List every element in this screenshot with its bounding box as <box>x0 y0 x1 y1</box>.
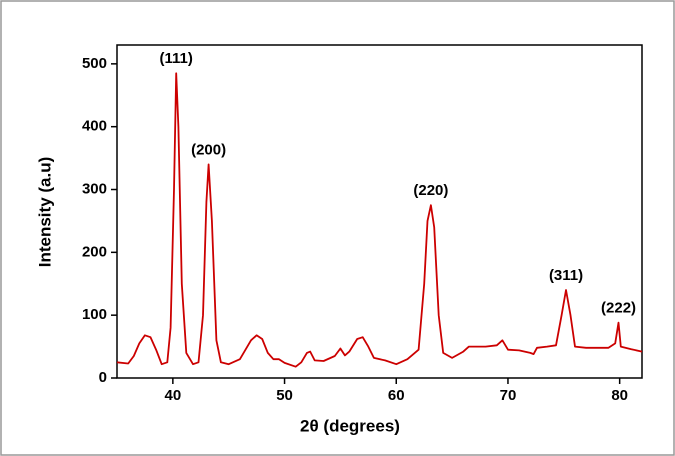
y-tick-label: 500 <box>82 55 107 72</box>
x-tick-label: 40 <box>165 387 182 404</box>
plot-area <box>116 44 643 379</box>
y-tick-label: 100 <box>82 306 107 323</box>
data-line <box>116 72 643 368</box>
peak-label: (200) <box>191 141 226 158</box>
y-tick-label: 200 <box>82 243 107 260</box>
y-tick-label: 300 <box>82 180 107 197</box>
x-tick-label: 60 <box>388 387 405 404</box>
x-tick-label: 70 <box>500 387 517 404</box>
y-tick-label: 0 <box>99 369 107 386</box>
x-tick-label: 50 <box>276 387 293 404</box>
y-axis-label: Intensity (a.u) <box>35 157 54 268</box>
peak-label: (222) <box>601 300 636 317</box>
y-tick-label: 400 <box>82 118 107 135</box>
peak-label: (111) <box>160 50 193 67</box>
x-tick-label: 80 <box>611 387 628 404</box>
peak-label: (311) <box>549 267 583 284</box>
peak-label: (220) <box>413 182 448 199</box>
x-axis-label: 2θ (degrees) <box>300 416 400 435</box>
